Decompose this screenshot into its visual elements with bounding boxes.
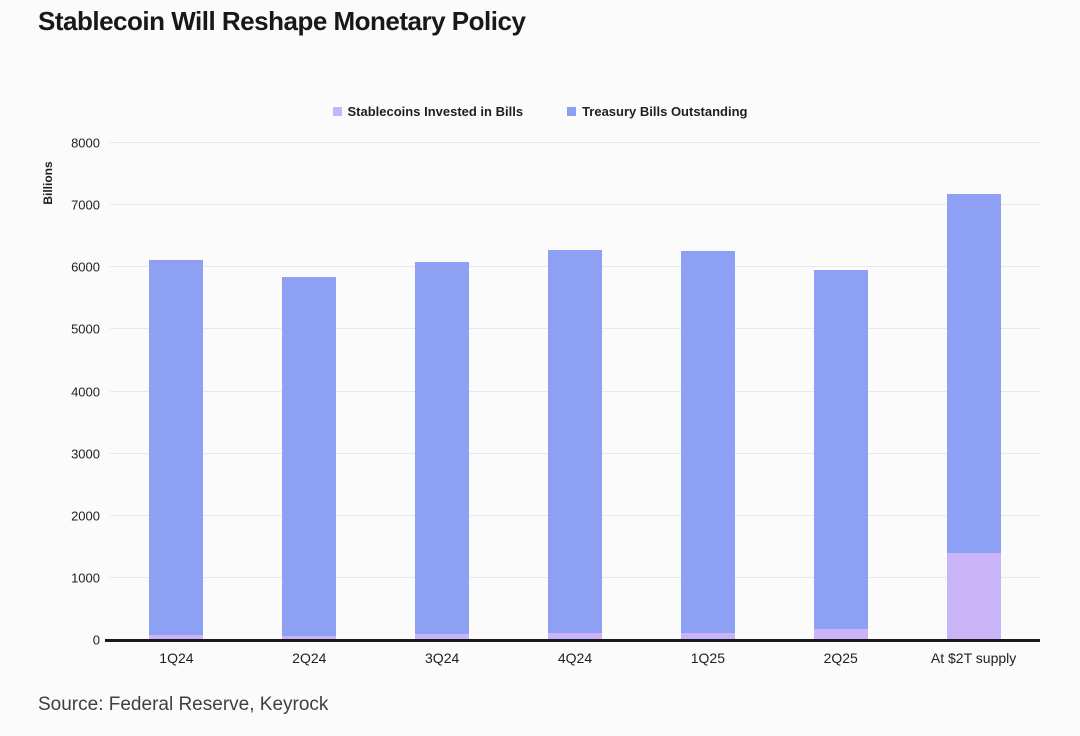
treasury-bills-segment (149, 260, 204, 640)
treasury-bills-segment (680, 251, 735, 640)
legend-item-1: Treasury Bills Outstanding (567, 104, 748, 119)
y-tick-label: 0 (92, 632, 100, 648)
stablecoins-segment (415, 634, 470, 640)
legend-swatch-icon (567, 107, 577, 116)
bar-at-2t-supply (946, 193, 1001, 640)
treasury-bills-segment (282, 277, 337, 640)
x-axis-line (105, 639, 1040, 642)
bar-4q24 (548, 250, 602, 640)
legend-item-0: Stablecoins Invested in Bills (332, 104, 524, 119)
gridline (110, 204, 1040, 206)
x-tick-label: 4Q24 (557, 650, 593, 666)
x-tick-label: 2Q25 (823, 650, 858, 666)
source-text: Source: Federal Reserve, Keyrock (38, 694, 329, 715)
x-tick-label: 2Q24 (292, 650, 327, 666)
x-tick-label: 1Q24 (159, 650, 194, 666)
y-tick-label: 5000 (71, 321, 100, 337)
stablecoins-segment (813, 628, 868, 640)
y-tick-label: 2000 (71, 508, 100, 524)
treasury-bills-segment (813, 270, 868, 640)
x-axis-labels: 1Q24 2Q24 3Q24 4Q24 1Q25 2Q25 At $2T supply (110, 650, 1040, 666)
y-tick-label: 8000 (71, 135, 100, 151)
stablecoins-segment (548, 633, 602, 640)
legend-label: Stablecoins Invested in Bills (347, 104, 524, 119)
legend-swatch-icon (332, 107, 342, 116)
stablecoins-segment (680, 632, 735, 640)
bar-2q25 (813, 270, 868, 640)
y-tick-label: 6000 (71, 259, 100, 275)
bar-1q25 (680, 251, 735, 640)
stablecoins-segment (946, 553, 1001, 640)
treasury-bills-segment (415, 262, 470, 640)
plot-area (110, 142, 1040, 640)
x-tick-label: 3Q24 (425, 650, 460, 666)
bar-3q24 (415, 262, 470, 640)
bar-2q24 (282, 277, 337, 640)
chart-title: Stablecoin Will Reshape Monetary Policy (38, 6, 526, 36)
y-tick-label: 7000 (71, 197, 100, 213)
y-axis-tick-labels: 0 1000 2000 3000 4000 5000 6000 7000 8000 (0, 136, 100, 648)
y-tick-label: 3000 (71, 446, 100, 462)
x-tick-label: 1Q25 (690, 650, 725, 666)
stablecoins-segment (282, 635, 337, 640)
legend-label: Treasury Bills Outstanding (582, 104, 748, 119)
treasury-bills-segment (548, 250, 602, 640)
x-tick-label: At $2T supply (930, 650, 1017, 666)
bar-1q24 (149, 260, 204, 640)
y-tick-label: 4000 (71, 384, 100, 399)
gridline (110, 142, 1040, 143)
stablecoins-segment (149, 635, 204, 640)
chart-legend: Stablecoins Invested in Bills Treasury Bi… (0, 104, 1080, 119)
y-tick-label: 1000 (71, 570, 100, 586)
